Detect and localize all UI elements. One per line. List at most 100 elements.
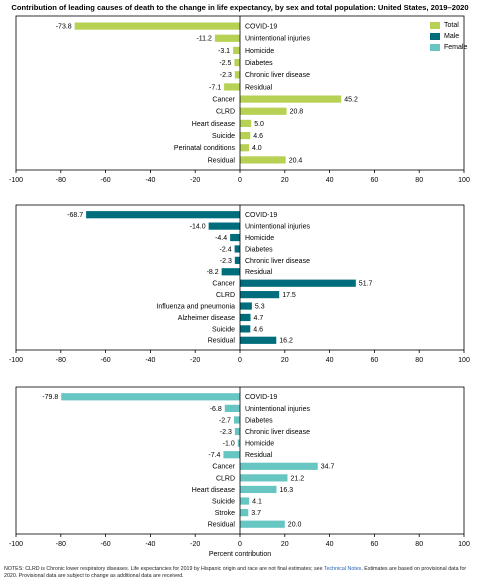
x-tick-label: -20	[190, 357, 200, 364]
x-tick-label: 100	[458, 357, 470, 364]
x-tick-label: 60	[371, 177, 379, 184]
value-label: 20.0	[288, 522, 302, 529]
bar-female-9	[240, 485, 277, 494]
value-label: 21.2	[290, 475, 304, 482]
bar-male-12	[240, 336, 277, 344]
value-label: -2.7	[219, 417, 231, 424]
x-tick-label: -100	[9, 541, 23, 548]
bar-total-1	[74, 22, 240, 30]
bar-female-2	[224, 404, 240, 412]
value-label: 34.7	[321, 464, 335, 471]
x-tick-label: -60	[101, 357, 111, 364]
technical-notes-link[interactable]: Technical Notes	[323, 566, 362, 572]
category-label: Cancer	[212, 96, 235, 103]
x-tick-label: 20	[281, 357, 289, 364]
x-tick-label: -20	[190, 177, 200, 184]
bar-total-9	[240, 119, 252, 128]
x-tick-label: 0	[238, 357, 242, 364]
x-tick-label: 0	[238, 541, 242, 548]
category-label: CLRD	[216, 109, 235, 116]
x-tick-label: -100	[9, 357, 23, 364]
bar-total-4	[234, 58, 240, 67]
x-tick-label: 100	[458, 541, 470, 548]
value-label: 4.6	[253, 326, 263, 333]
category-label: Cancer	[212, 464, 235, 471]
category-label: Homicide	[245, 235, 274, 242]
category-label: COVID-19	[245, 394, 277, 401]
category-label: Diabetes	[245, 60, 273, 67]
category-label: Residual	[245, 452, 273, 459]
bar-male-7	[240, 279, 356, 287]
x-tick-label: 80	[415, 541, 423, 548]
category-label: Alzheimer disease	[178, 315, 235, 322]
x-tick-label: 20	[281, 541, 289, 548]
bar-female-12	[240, 520, 285, 528]
value-label: 51.7	[359, 281, 373, 288]
legend-swatch-total	[430, 22, 440, 29]
value-label: -3.1	[218, 48, 230, 55]
x-tick-label: 80	[415, 357, 423, 364]
value-label: 17.5	[282, 292, 296, 299]
bar-male-3	[230, 233, 240, 242]
bar-total-3	[233, 46, 240, 55]
legend-item-male: Male	[430, 31, 467, 42]
legend-item-total: Total	[430, 20, 467, 31]
legend-label-total: Total	[444, 22, 459, 29]
bar-female-4	[234, 427, 240, 436]
x-tick-label: -40	[145, 541, 155, 548]
value-label: 16.3	[280, 487, 294, 494]
x-tick-label: 60	[371, 541, 379, 548]
value-label: -68.7	[67, 212, 83, 219]
x-tick-label: 0	[238, 177, 242, 184]
bar-male-6	[221, 268, 240, 276]
legend-swatch-male	[430, 33, 440, 40]
x-tick-label: -80	[56, 177, 66, 184]
legend-label-female: Female	[444, 44, 468, 51]
category-label: Residual	[208, 522, 236, 529]
category-label: Influenza and pneumonia	[156, 303, 235, 310]
category-label: Unintentional injuries	[245, 36, 310, 43]
category-label: Suicide	[212, 133, 235, 140]
x-tick-label: 40	[326, 357, 334, 364]
category-label: Heart disease	[192, 487, 235, 494]
category-label: Diabetes	[245, 246, 273, 253]
value-label: -7.1	[209, 84, 221, 91]
category-label: Homicide	[245, 48, 274, 55]
category-label: Cancer	[212, 281, 235, 288]
value-label: -14.0	[190, 224, 206, 231]
bar-male-5	[234, 256, 240, 264]
bar-male-1	[86, 211, 240, 219]
x-tick-label: 60	[371, 357, 379, 364]
category-label: Heart disease	[192, 121, 235, 128]
value-label: -73.8	[56, 23, 72, 30]
x-tick-label: -60	[101, 541, 111, 548]
category-label: Residual	[208, 157, 236, 164]
category-label: Suicide	[212, 326, 235, 333]
x-tick-label: -20	[190, 541, 200, 548]
x-tick-label: -100	[9, 177, 23, 184]
x-tick-label: 40	[326, 541, 334, 548]
legend: Total Male Female	[430, 20, 467, 53]
category-label: Unintentional injuries	[245, 406, 310, 413]
bar-female-6	[223, 451, 240, 459]
bar-total-10	[240, 131, 251, 140]
value-label: -2.4	[220, 246, 232, 253]
bar-total-6	[224, 83, 240, 91]
value-label: -2.3	[220, 258, 232, 265]
bar-female-11	[240, 509, 249, 517]
x-tick-label: 100	[458, 177, 470, 184]
notes-text-2: . Estimates are based on provisional dat…	[4, 566, 467, 579]
notes-text-1: NOTES: CLRD is Chronic lower respiratory…	[4, 566, 324, 572]
bar-male-10	[240, 313, 251, 322]
x-tick-label: 20	[281, 177, 289, 184]
bar-female-1	[61, 393, 240, 401]
bar-male-9	[240, 302, 252, 310]
value-label: -7.4	[208, 452, 220, 459]
value-label: 3.7	[251, 510, 261, 517]
x-tick-label: 80	[415, 177, 423, 184]
category-label: CLRD	[216, 292, 235, 299]
value-label: -2.3	[220, 429, 232, 436]
value-label: 4.1	[252, 498, 262, 505]
bar-female-8	[240, 474, 288, 482]
value-label: 20.8	[290, 109, 304, 116]
